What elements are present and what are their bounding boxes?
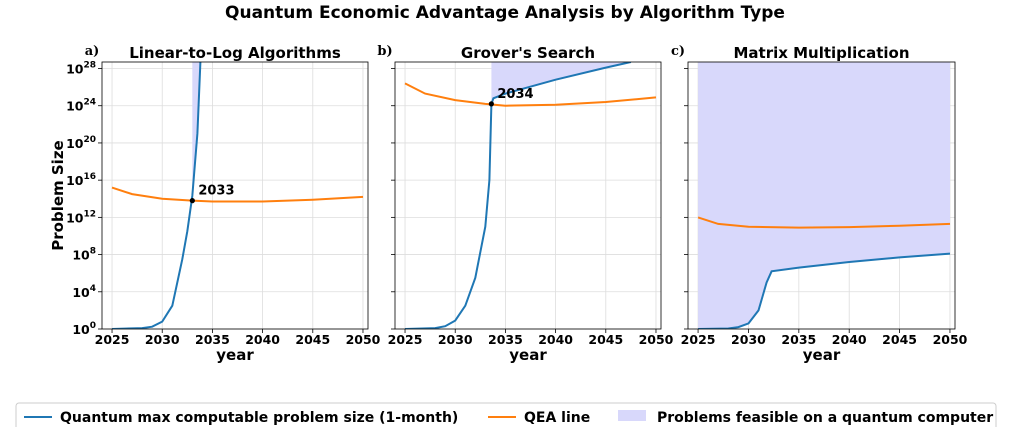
legend-qea-label: QEA line — [524, 410, 590, 426]
feasible-region — [491, 62, 656, 104]
grid — [395, 62, 661, 330]
x-tick-label: 2035 — [488, 332, 523, 347]
x-tick-label: 2035 — [195, 332, 230, 347]
plot-area — [404, 62, 657, 329]
qea-line — [404, 82, 657, 107]
x-tick-label: 2030 — [731, 332, 766, 347]
x-tick-label: 2040 — [832, 332, 867, 347]
y-tick-label: 1028 — [66, 61, 96, 77]
x-axis-label: year — [216, 346, 254, 364]
y-tick-label: 104 — [72, 284, 96, 300]
y-tick-label: 1020 — [66, 135, 96, 151]
x-tick-label: 2025 — [681, 332, 716, 347]
panel-3: 2025 2030 2035 2040 2045 2050 Matrix Multiplic… — [671, 44, 968, 364]
crossover-point — [189, 198, 195, 204]
qea-line — [697, 216, 951, 229]
legend-feasible-swatch — [618, 410, 646, 421]
panel-label: c) — [671, 44, 685, 59]
y-tick-label: 108 — [72, 247, 96, 263]
x-axis-label: year — [509, 346, 547, 364]
legend-box — [15, 402, 997, 427]
figure-title: Quantum Economic Advantage Analysis by A… — [225, 3, 785, 23]
grid — [102, 62, 368, 330]
x-tick-label: 2025 — [95, 332, 130, 347]
x-tick-label: 2045 — [588, 332, 623, 347]
x-tick-label: 2030 — [145, 332, 180, 347]
y-axis-label: Problem Size — [49, 140, 67, 250]
y-tick-label: 1024 — [66, 98, 96, 114]
x-tick-label: 2040 — [538, 332, 573, 347]
feasible-region — [192, 62, 363, 196]
panel-1: 2033 2025 2030 2035 2040 2045 2050 100 104 108 101… — [49, 44, 381, 364]
plot-frame — [687, 61, 956, 330]
x-tick-label: 2040 — [245, 332, 280, 347]
plot-area — [111, 62, 364, 329]
legend: Quantum max computable problem size (1-m… — [15, 402, 997, 427]
plot-frame — [394, 61, 662, 330]
feasible-region — [698, 62, 950, 329]
crossover-label: 2033 — [198, 184, 234, 199]
quantum-line — [111, 62, 202, 329]
plot-frame — [101, 61, 369, 330]
panel-label: a) — [85, 44, 100, 59]
panels: 2033 2025 2030 2035 2040 2045 2050 100 104 108 101… — [49, 44, 968, 364]
quantum-line — [404, 62, 632, 329]
y-tick-label: 1016 — [66, 172, 96, 188]
x-tick-label: 2050 — [933, 332, 968, 347]
x-tick-label: 2045 — [295, 332, 330, 347]
plot-area — [697, 62, 951, 329]
crossover-label: 2034 — [497, 87, 533, 102]
x-tick-label: 2025 — [388, 332, 423, 347]
crossover-point — [488, 101, 494, 107]
x-tick-label: 2050 — [346, 332, 381, 347]
x-tick-label: 2050 — [639, 332, 674, 347]
y-tick-label: 1012 — [66, 209, 96, 225]
x-tick-label: 2045 — [882, 332, 917, 347]
qea-line — [111, 186, 364, 203]
panel-title: Matrix Multiplication — [733, 44, 909, 62]
panel-2: 2034 2025 2030 2035 2040 2045 2050 Grover's Sea… — [377, 44, 673, 364]
panel-title: Grover's Search — [461, 44, 595, 62]
x-axis-label: year — [803, 346, 841, 364]
panel-label: b) — [377, 44, 392, 59]
x-tick-label: 2030 — [438, 332, 473, 347]
legend-feasible-label: Problems feasible on a quantum computer — [657, 410, 993, 426]
quantum-line — [698, 252, 951, 329]
y-tick-label: 100 — [72, 321, 96, 337]
x-tick-label: 2035 — [781, 332, 816, 347]
legend-quantum-label: Quantum max computable problem size (1-m… — [60, 410, 458, 426]
panel-title: Linear-to-Log Algorithms — [129, 44, 341, 62]
